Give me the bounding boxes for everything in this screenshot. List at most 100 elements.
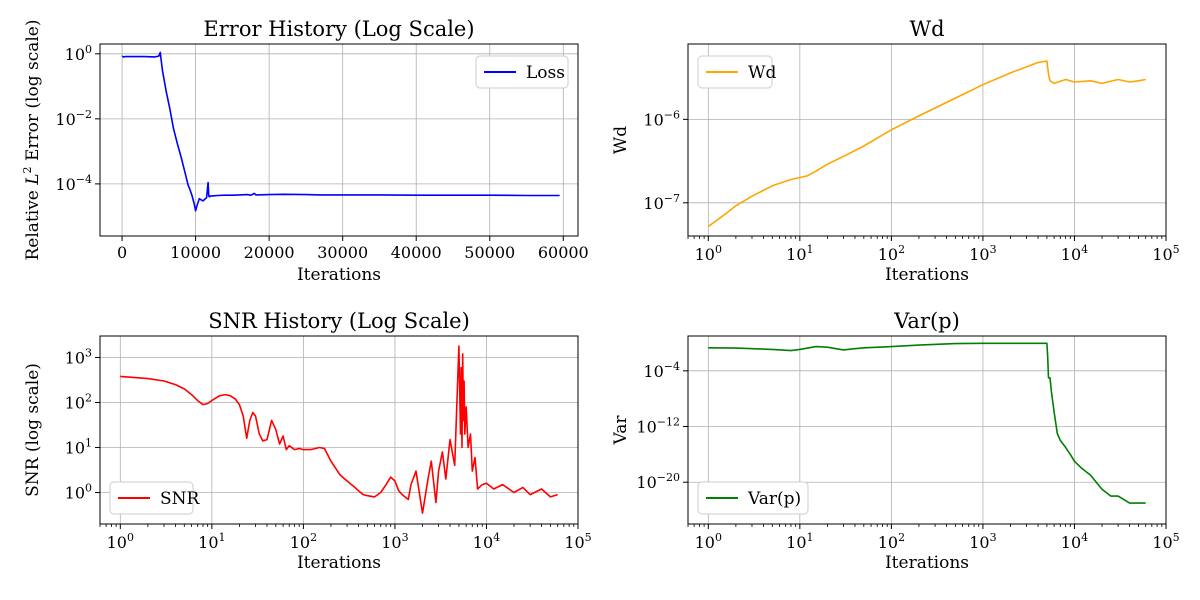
x-tick-label-exp: 2 [310,531,317,544]
x-tick-label: 103 [969,243,996,264]
x-tick-label-base: 10 [695,245,715,264]
x-tick-label-exp: 4 [1081,531,1088,544]
legend-label: Wd [748,63,776,83]
y-tick-label-base: 10 [55,175,75,194]
y-tick-label: 10−4 [643,360,680,381]
legend-label: Loss [526,63,565,83]
x-tick-label-exp: 4 [1081,243,1088,256]
x-tick-label-exp: 2 [898,243,905,256]
axes-frame [687,335,1167,525]
axes-frame [99,335,579,525]
x-tick-label: 0 [117,243,127,262]
y-tick-label-base: 10 [55,110,75,129]
y-tick-label: 10−20 [636,471,680,492]
x-tick-label-base: 10 [969,533,989,552]
x-tick-label-exp: 5 [585,531,592,544]
y-axis-label: Var [611,415,631,446]
x-tick-label-base: 10 [1061,533,1081,552]
series-line-var-p- [708,342,1146,504]
x-tick-label: 102 [290,531,317,552]
x-tick-label: 100 [107,531,134,552]
legend: Loss [475,55,569,89]
y-axis-label: Relative L2 Error (log scale) [21,19,43,260]
x-tick-label-exp: 0 [715,243,722,256]
x-tick-label-exp: 3 [990,531,997,544]
legend: Var(p) [697,481,809,515]
x-tick-label: 100 [695,531,722,552]
x-tick-label-base: 10 [1152,533,1172,552]
x-tick-label: 105 [564,531,591,552]
y-tick-label-exp: 0 [85,482,92,495]
x-tick-label: 104 [1061,531,1088,552]
legend-box [109,481,194,515]
x-axis-label: Iterations [885,265,969,285]
y-tick-label: 10−4 [55,173,92,194]
y-tick-label-exp: 0 [85,43,92,56]
y-tick-label: 101 [65,437,92,458]
x-tick-label: 102 [878,531,905,552]
y-tick-label: 10−6 [643,108,680,129]
y-tick-label-base: 10 [643,110,663,129]
y-tick-label-base: 10 [65,439,85,458]
x-tick-label-base: 10 [969,245,989,264]
x-tick-label-exp: 5 [1173,531,1180,544]
y-tick-label-exp: −6 [664,108,680,121]
x-tick-label: 20000 [244,243,295,262]
legend-label: SNR [160,489,201,509]
x-tick-label-exp: 1 [807,531,814,544]
x-tick-label-base: 10 [1061,245,1081,264]
x-tick-label: 104 [1061,243,1088,264]
y-axis-label-l: L [23,173,43,185]
x-tick-label: 103 [969,531,996,552]
x-tick-label-base: 10 [878,245,898,264]
x-tick-label-base: 10 [786,533,806,552]
y-tick-label-base: 10 [643,362,663,381]
x-tick-label-base: 10 [198,533,218,552]
chart-title: SNR History (Log Scale) [208,309,470,333]
y-tick-label-base: 10 [65,393,85,412]
series-line-snr [120,345,558,514]
x-tick-label: 102 [878,243,905,264]
y-tick-label-exp: −20 [657,471,680,484]
x-tick-label: 101 [786,243,813,264]
y-tick-label-base: 10 [65,45,85,64]
y-tick-label-exp: −12 [657,416,680,429]
x-tick-label-exp: 3 [402,531,409,544]
x-tick-label: 100 [695,243,722,264]
x-tick-label: 10000 [170,243,221,262]
y-axis-label: Wd [611,126,631,154]
x-tick-label: 101 [198,531,225,552]
y-tick-label: 10−7 [643,192,680,213]
y-tick-label-exp: −4 [76,173,92,186]
x-tick-label-exp: 1 [807,243,814,256]
x-tick-label-exp: 1 [219,531,226,544]
x-tick-label-base: 10 [290,533,310,552]
chart-title: Error History (Log Scale) [203,17,474,41]
x-axis-label: Iterations [885,553,969,573]
x-tick-label-base: 10 [1152,245,1172,264]
y-axis-label-suffix: Error (log scale) [23,19,43,166]
x-tick-label-base: 10 [564,533,584,552]
x-tick-label-exp: 2 [898,531,905,544]
x-tick-label: 101 [786,531,813,552]
x-tick-label-base: 10 [878,533,898,552]
chart-title: Wd [909,17,944,41]
y-tick-label-base: 10 [636,418,656,437]
y-tick-label-base: 10 [65,348,85,367]
x-tick-label-exp: 5 [1173,243,1180,256]
y-axis-label-prefix: Relative [23,185,43,261]
y-axis-label: SNR (log scale) [23,363,43,497]
x-tick-label-base: 10 [473,533,493,552]
y-tick-label-exp: 3 [85,346,92,359]
x-axis-label: Iterations [297,553,381,573]
y-tick-label-base: 10 [643,194,663,213]
x-tick-label: 104 [473,531,500,552]
y-tick-label-exp: −7 [664,192,680,205]
x-tick-label: 50000 [464,243,515,262]
y-tick-label-exp: −4 [664,360,680,373]
y-tick-label-base: 10 [65,484,85,503]
legend-box [475,55,569,89]
